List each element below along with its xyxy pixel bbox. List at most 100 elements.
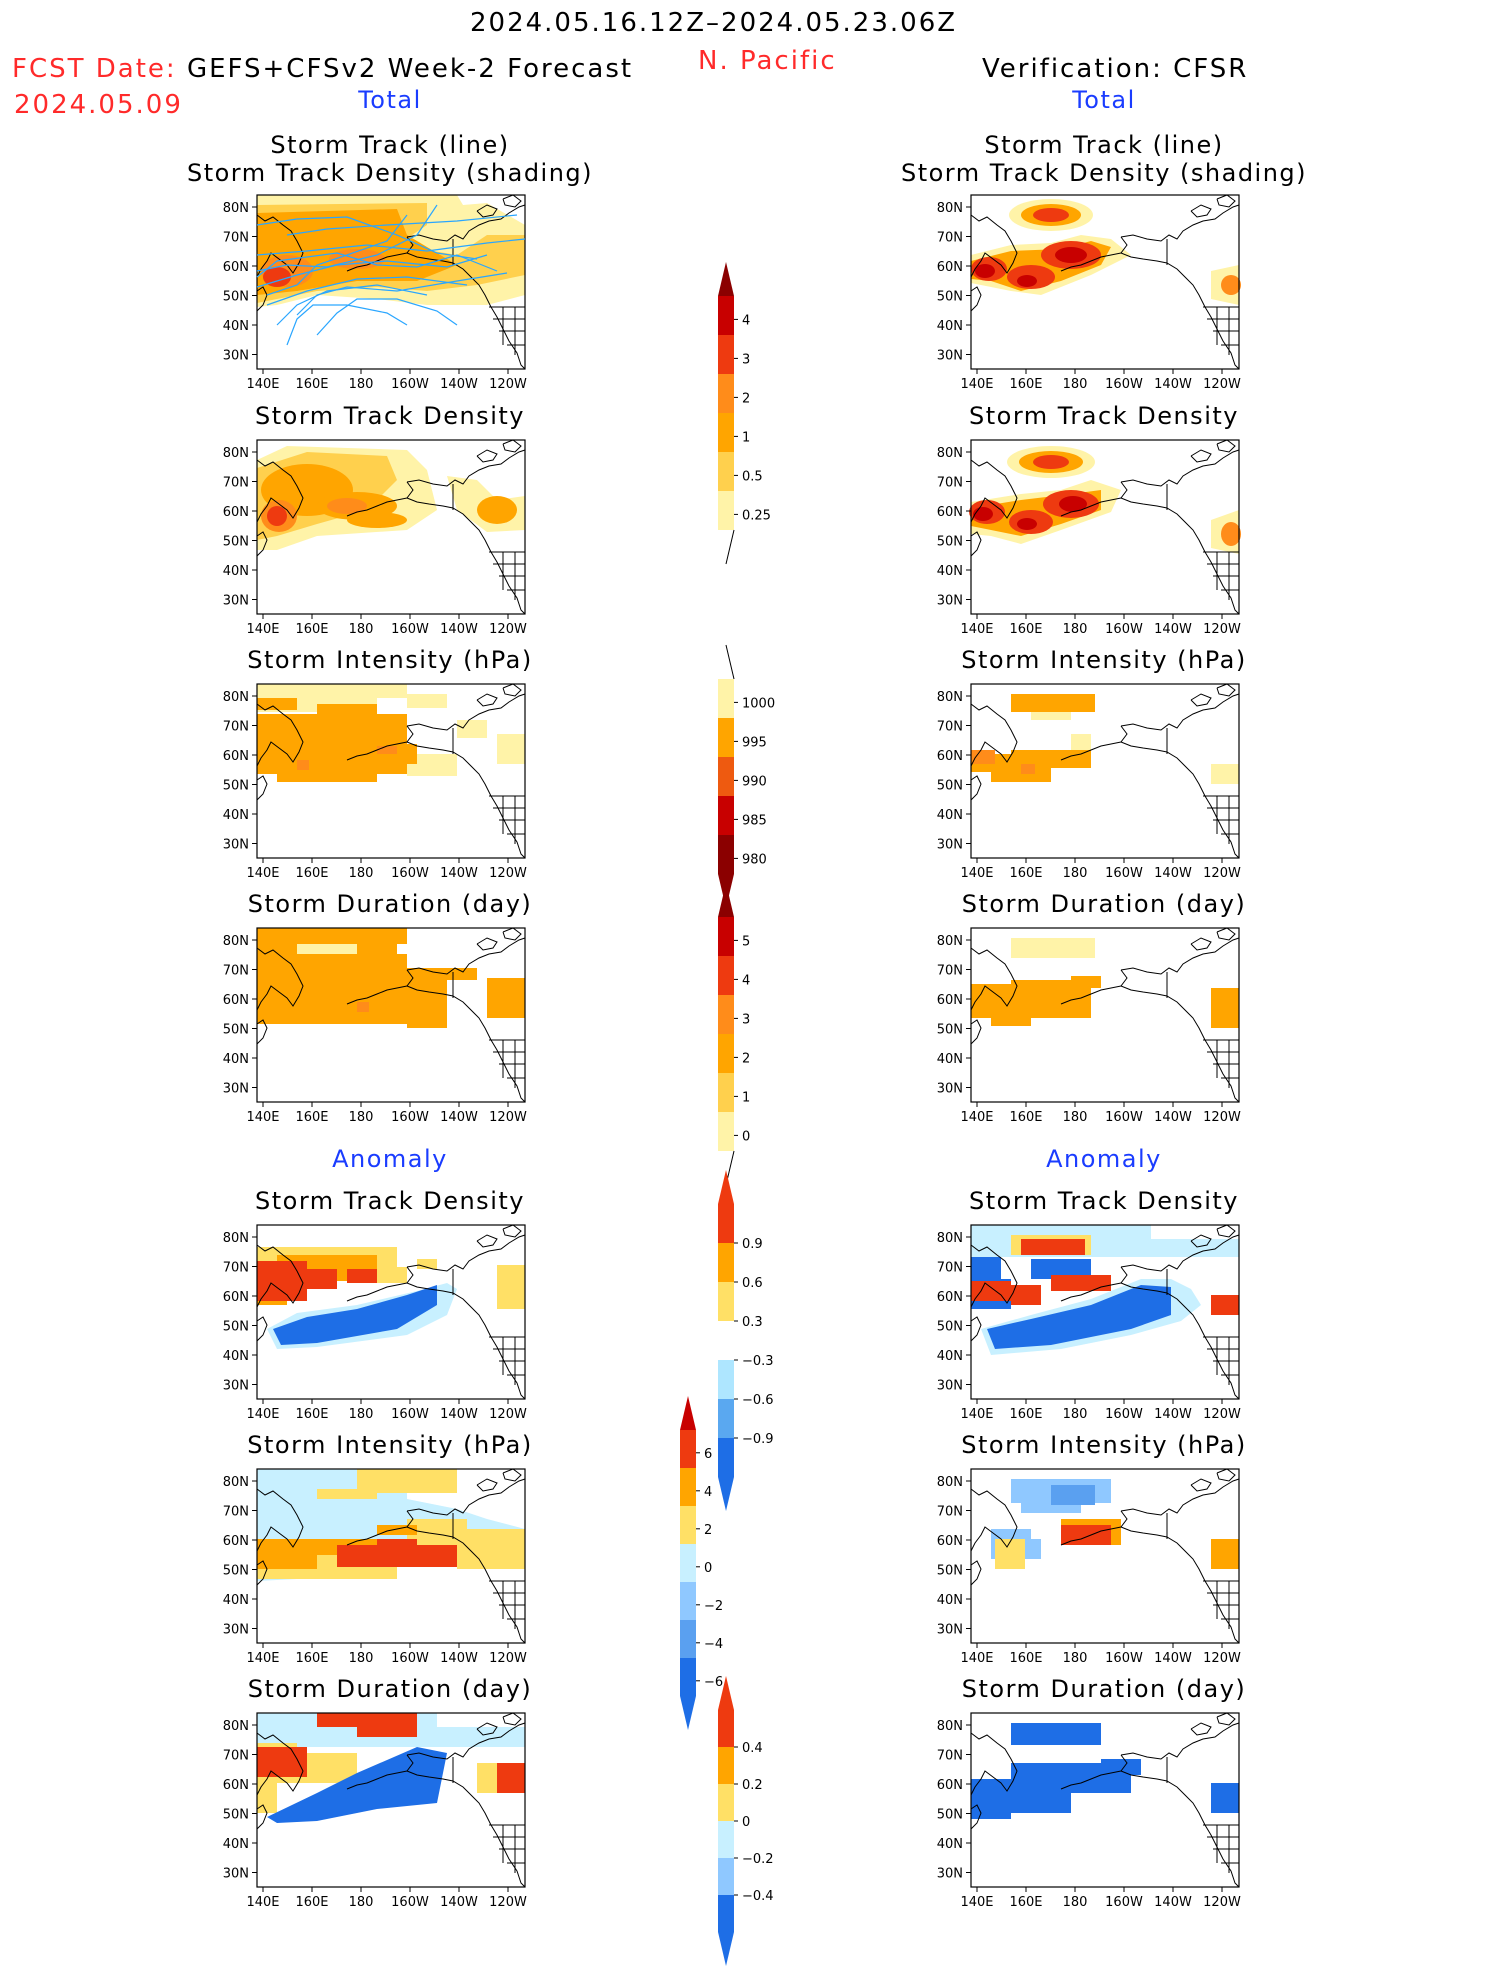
lon-tick-label: 140E — [960, 866, 993, 881]
right-duration-title: Storm Duration (day) — [961, 890, 1247, 918]
left-density-anomaly-title: Storm Track Density — [255, 1187, 525, 1215]
left-duration-anomaly-title: Storm Duration (day) — [247, 1675, 533, 1703]
colorbar-label: 3 — [742, 352, 750, 367]
left-anomaly-heading: Anomaly — [332, 1145, 448, 1173]
colorbar-swatch — [718, 796, 734, 835]
lon-tick-label: 140E — [960, 1651, 993, 1666]
lat-tick-label: 30N — [223, 349, 249, 364]
lat-tick-label: 70N — [223, 1261, 249, 1276]
colorbar-swatch — [718, 1282, 734, 1321]
colorbar-swatch — [718, 1112, 734, 1151]
lat-tick-label: 30N — [937, 838, 963, 853]
period-title: 2024.05.16.12Z–2024.05.23.06Z — [470, 8, 958, 38]
colorbar-label: 2 — [704, 1523, 712, 1538]
lat-tick-label: 80N — [223, 1475, 249, 1490]
lat-tick-label: 70N — [937, 1261, 963, 1276]
lat-tick-label: 60N — [223, 505, 249, 520]
lon-tick-label: 120W — [489, 1651, 527, 1666]
lat-tick-label: 50N — [223, 535, 249, 550]
colorbar-label: 0 — [742, 1129, 750, 1144]
verification-label: Verification: CFSR — [982, 54, 1249, 84]
right-density-title: Storm Track Density — [969, 402, 1239, 430]
right-intensity-title: Storm Intensity (hPa) — [961, 646, 1247, 674]
lon-tick-label: 140W — [440, 1895, 478, 1910]
coastline-layer — [970, 1224, 1240, 1400]
lat-tick-label: 60N — [937, 993, 963, 1008]
lon-tick-label: 160E — [1009, 377, 1042, 392]
colorbar-swatch — [718, 956, 734, 995]
axes-layer: 80N 70N 60N 50N 40N 30N 140E 160E 180 160W 140W 120… — [223, 690, 527, 881]
lon-tick-label: 120W — [489, 1407, 527, 1422]
forecast-density-anomaly-map: 80N 70N 60N 50N 40N 30N 140E 160E 180 160W 140W 120… — [223, 1224, 527, 1422]
lat-tick-label: 30N — [937, 1379, 963, 1394]
lat-tick-label: 30N — [223, 838, 249, 853]
lon-tick-label: 140E — [960, 377, 993, 392]
lon-tick-label: 160W — [1105, 1651, 1143, 1666]
lat-tick-label: 70N — [937, 1505, 963, 1520]
lon-tick-label: 120W — [1203, 622, 1241, 637]
lat-tick-label: 70N — [223, 476, 249, 491]
shading-layer — [971, 694, 1239, 784]
colorbar-swatch — [718, 1360, 734, 1399]
lat-tick-label: 60N — [937, 1778, 963, 1793]
fcst-date: 2024.05.09 — [14, 90, 183, 120]
lat-tick-label: 70N — [223, 1749, 249, 1764]
colorbar-swatch — [680, 1468, 696, 1506]
lat-tick-label: 30N — [937, 1082, 963, 1097]
lon-tick-label: 180 — [349, 1895, 374, 1910]
intensity-colorbar: 1000 995 990 985 980 — [718, 644, 838, 914]
lon-tick-label: 180 — [349, 1110, 374, 1125]
forecast-duration-anomaly-map: 80N 70N 60N 50N 40N 30N 140E 160E 180 160W 140W 120… — [223, 1712, 527, 1910]
colorbar-label: 6 — [704, 1447, 712, 1462]
colorbar-label: −0.3 — [742, 1354, 774, 1369]
shading-layer — [257, 1469, 525, 1581]
lat-tick-label: 30N — [937, 349, 963, 364]
colorbar-label: 0.3 — [742, 1315, 763, 1330]
lat-tick-label: 70N — [937, 476, 963, 491]
lon-tick-label: 120W — [489, 1110, 527, 1125]
coastline-layer — [970, 927, 1240, 1103]
axes-layer: 80N 70N 60N 50N 40N 30N 140E 160E 180 160W 140W 120… — [223, 1719, 527, 1910]
duration-colorbar: 5 4 3 2 1 0 — [718, 883, 838, 1191]
lon-tick-label: 140W — [1154, 622, 1192, 637]
axes-layer: 80N 70N 60N 50N 40N 30N 140E 160E 180 160W 140W 120… — [937, 1231, 1241, 1422]
lon-tick-label: 160W — [391, 1651, 429, 1666]
lon-tick-label: 180 — [349, 1407, 374, 1422]
lon-tick-label: 120W — [1203, 866, 1241, 881]
lat-tick-label: 80N — [937, 1475, 963, 1490]
lat-tick-label: 50N — [223, 779, 249, 794]
lon-tick-label: 160W — [391, 866, 429, 881]
lat-tick-label: 40N — [223, 564, 249, 579]
lat-tick-label: 50N — [937, 290, 963, 305]
lon-tick-label: 140W — [440, 377, 478, 392]
shading-layer — [257, 684, 525, 782]
right-anomaly-heading: Anomaly — [1046, 1145, 1162, 1173]
lon-tick-label: 120W — [1203, 1407, 1241, 1422]
lat-tick-label: 50N — [223, 1023, 249, 1038]
axes-layer: 80N 70N 60N 50N 40N 30N 140E 160E 180 160W 140W 120… — [223, 1475, 527, 1666]
forecast-intensity-map: 80N 70N 60N 50N 40N 30N 140E 160E 180 160W 140W 120… — [223, 683, 527, 881]
axes-layer: 80N 70N 60N 50N 40N 30N 140E 160E 180 160W 140W 120… — [937, 934, 1241, 1125]
lon-tick-label: 140E — [246, 377, 279, 392]
lat-tick-label: 40N — [937, 564, 963, 579]
verification-duration-anomaly-map: 80N 70N 60N 50N 40N 30N 140E 160E 180 160W 140W 120… — [937, 1712, 1241, 1910]
lon-tick-label: 160E — [295, 1110, 328, 1125]
lat-tick-label: 40N — [937, 808, 963, 823]
lon-tick-label: 140W — [440, 1651, 478, 1666]
lon-tick-label: 160W — [1105, 1407, 1143, 1422]
colorbar-label: 1000 — [742, 696, 775, 711]
colorbar-label: 3 — [742, 1012, 750, 1027]
lon-tick-label: 140E — [246, 1110, 279, 1125]
colorbar-label: 0.6 — [742, 1276, 763, 1291]
lat-tick-label: 80N — [937, 201, 963, 216]
intensity-anomaly-colorbar: 6 4 2 0 −2 −4 −6 — [680, 1396, 800, 1736]
lat-tick-label: 80N — [223, 1231, 249, 1246]
colorbar-swatch — [680, 1430, 696, 1468]
lon-tick-label: 140E — [960, 1895, 993, 1910]
lon-tick-label: 160W — [1105, 622, 1143, 637]
colorbar-label: 0.9 — [742, 1237, 763, 1252]
right-density-anomaly-title: Storm Track Density — [969, 1187, 1239, 1215]
lat-tick-label: 60N — [223, 260, 249, 275]
colorbar-label: 0.2 — [742, 1778, 763, 1793]
lon-tick-label: 160E — [1009, 1407, 1042, 1422]
